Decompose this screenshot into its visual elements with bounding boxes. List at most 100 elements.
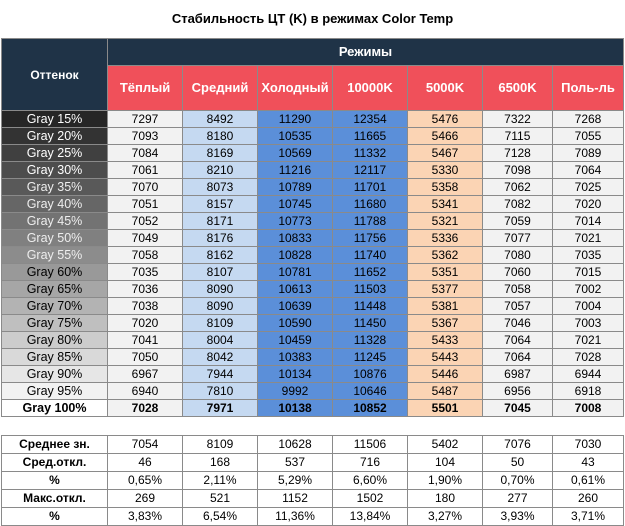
- stat-cell: 716: [332, 453, 408, 472]
- value-cell: 7080: [482, 246, 553, 264]
- value-cell: 10852: [332, 399, 408, 417]
- value-cell: 11332: [332, 144, 408, 162]
- value-cell: 5330: [407, 161, 483, 179]
- stat-cell: 0,65%: [107, 471, 183, 490]
- table-row: Gray 90% 6967 7944 10134 10876 5446 6987 6944: [1, 365, 624, 383]
- value-cell: 6967: [107, 365, 183, 383]
- table-row: Gray 30% 7061 8210 11216 12117 5330 7098 7064: [1, 161, 624, 179]
- value-cell: 7093: [107, 127, 183, 145]
- shade-label: Gray 80%: [1, 331, 108, 349]
- mode-column-header: Тёплый: [107, 65, 183, 111]
- value-cell: 11448: [332, 297, 408, 315]
- value-cell: 10613: [257, 280, 333, 298]
- shade-label: Gray 70%: [1, 297, 108, 315]
- stat-cell: 3,93%: [482, 507, 553, 526]
- mode-column-header: Холодный: [257, 65, 333, 111]
- table-row: Gray 100% 7028 7971 10138 10852 5501 7045 7008: [1, 399, 624, 417]
- stat-cell: 8109: [182, 435, 258, 454]
- value-cell: 7020: [552, 195, 624, 213]
- value-cell: 7038: [107, 297, 183, 315]
- value-cell: 11665: [332, 127, 408, 145]
- table-row: Gray 35% 7070 8073 10789 11701 5358 7062 7025: [1, 178, 624, 196]
- shade-label: Gray 60%: [1, 263, 108, 281]
- shade-label: Gray 85%: [1, 348, 108, 366]
- value-cell: 11680: [332, 195, 408, 213]
- stat-cell: 269: [107, 489, 183, 508]
- stat-cell: 180: [407, 489, 483, 508]
- shade-label: Gray 30%: [1, 161, 108, 179]
- value-cell: 8109: [182, 314, 258, 332]
- value-cell: 11245: [332, 348, 408, 366]
- value-cell: 5341: [407, 195, 483, 213]
- value-cell: 11788: [332, 212, 408, 230]
- value-cell: 11290: [257, 110, 333, 128]
- value-cell: 7064: [552, 161, 624, 179]
- value-cell: 5381: [407, 297, 483, 315]
- value-cell: 7045: [482, 399, 553, 417]
- value-cell: 5358: [407, 178, 483, 196]
- value-cell: 7297: [107, 110, 183, 128]
- value-cell: 5501: [407, 399, 483, 417]
- color-temp-table: Оттенок Режимы Тёплый Средний Холодный 1000…: [1, 38, 624, 526]
- value-cell: 8004: [182, 331, 258, 349]
- shade-label: Gray 20%: [1, 127, 108, 145]
- value-cell: 7028: [107, 399, 183, 417]
- value-cell: 7060: [482, 263, 553, 281]
- value-cell: 7064: [482, 331, 553, 349]
- value-cell: 7084: [107, 144, 183, 162]
- value-cell: 7077: [482, 229, 553, 247]
- table-row: Gray 75% 7020 8109 10590 11450 5367 7046 7003: [1, 314, 624, 332]
- value-cell: 8169: [182, 144, 258, 162]
- modes-header: Режимы: [107, 38, 624, 66]
- shade-label: Gray 50%: [1, 229, 108, 247]
- value-cell: 7944: [182, 365, 258, 383]
- table-row: Gray 20% 7093 8180 10535 11665 5466 7115 7055: [1, 127, 624, 145]
- stat-cell: 0,70%: [482, 471, 553, 490]
- table-row: Gray 25% 7084 8169 10569 11332 5467 7128 7089: [1, 144, 624, 162]
- value-cell: 11652: [332, 263, 408, 281]
- table-title: Стабильность ЦТ (K) в режимах Color Temp: [171, 11, 454, 26]
- stat-label: %: [1, 471, 108, 490]
- shade-label: Gray 25%: [1, 144, 108, 162]
- spacer-row: [1, 416, 624, 436]
- table-row: Gray 50% 7049 8176 10833 11756 5336 7077 7021: [1, 229, 624, 247]
- value-cell: 10789: [257, 178, 333, 196]
- value-cell: 7028: [552, 348, 624, 366]
- stat-cell: 104: [407, 453, 483, 472]
- table-row: Gray 55% 7058 8162 10828 11740 5362 7080 7035: [1, 246, 624, 264]
- shade-label: Gray 35%: [1, 178, 108, 196]
- value-cell: 11740: [332, 246, 408, 264]
- table-row: Gray 40% 7051 8157 10745 11680 5341 7082 7020: [1, 195, 624, 213]
- value-cell: 7268: [552, 110, 624, 128]
- stat-label: Сред.откл.: [1, 453, 108, 472]
- table-row: Gray 80% 7041 8004 10459 11328 5433 7064 7021: [1, 331, 624, 349]
- table-row: Gray 70% 7038 8090 10639 11448 5381 7057 7004: [1, 297, 624, 315]
- table-row: Gray 95% 6940 7810 9992 10646 5487 6956 6918: [1, 382, 624, 400]
- mode-column-header: Средний: [182, 65, 258, 111]
- stat-cell: 10628: [257, 435, 333, 454]
- shade-label: Gray 100%: [1, 399, 108, 417]
- value-cell: 10745: [257, 195, 333, 213]
- table-row: Gray 15% 7297 8492 11290 12354 5476 7322 7268: [1, 110, 624, 128]
- value-cell: 5443: [407, 348, 483, 366]
- stat-cell: 7030: [552, 435, 624, 454]
- value-cell: 8180: [182, 127, 258, 145]
- mode-column-header: 10000K: [332, 65, 408, 111]
- shade-label: Gray 90%: [1, 365, 108, 383]
- value-cell: 7015: [552, 263, 624, 281]
- stat-cell: 521: [182, 489, 258, 508]
- stat-label: Макс.откл.: [1, 489, 108, 508]
- value-cell: 5487: [407, 382, 483, 400]
- stat-label: Среднее зн.: [1, 435, 108, 454]
- value-cell: 11450: [332, 314, 408, 332]
- value-cell: 5433: [407, 331, 483, 349]
- value-cell: 5367: [407, 314, 483, 332]
- value-cell: 8162: [182, 246, 258, 264]
- stat-cell: 7076: [482, 435, 553, 454]
- value-cell: 7035: [552, 246, 624, 264]
- shade-label: Gray 65%: [1, 280, 108, 298]
- value-cell: 7021: [552, 331, 624, 349]
- value-cell: 10876: [332, 365, 408, 383]
- stat-cell: 50: [482, 453, 553, 472]
- stat-cell: 260: [552, 489, 624, 508]
